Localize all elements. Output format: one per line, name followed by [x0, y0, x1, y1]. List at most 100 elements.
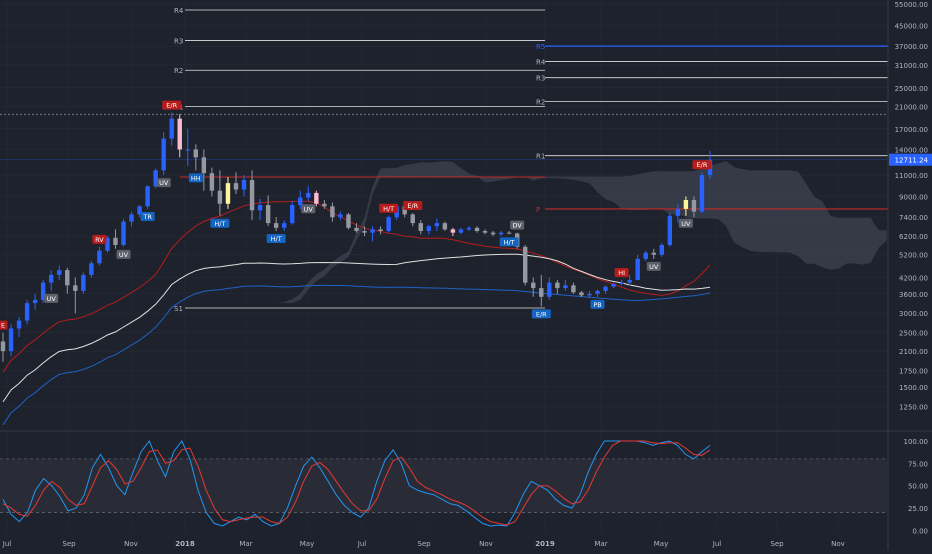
- candle-body[interactable]: [699, 175, 705, 212]
- candle-body[interactable]: [201, 157, 207, 174]
- candle-body[interactable]: [185, 149, 190, 151]
- candle-body[interactable]: [474, 227, 480, 232]
- signal-label-box: [646, 261, 661, 271]
- candle-body[interactable]: [531, 282, 536, 289]
- candle-body[interactable]: [603, 286, 608, 291]
- price-axis[interactable]: 55000.00 45000.00 37000.00 31000.00 25000.00…: [887, 0, 932, 550]
- candle-body[interactable]: [265, 205, 271, 224]
- candle-body[interactable]: [555, 282, 560, 289]
- candle-body[interactable]: [683, 200, 689, 209]
- candle-body[interactable]: [209, 173, 215, 191]
- candle-body[interactable]: [290, 205, 295, 224]
- candle-body[interactable]: [595, 290, 600, 294]
- candle-body[interactable]: [571, 285, 576, 293]
- candle-body[interactable]: [418, 223, 423, 232]
- candle-body[interactable]: [611, 283, 616, 287]
- candle-body[interactable]: [434, 223, 440, 227]
- last-price-tag: [889, 153, 932, 166]
- candle-body[interactable]: [346, 214, 351, 228]
- candle-body[interactable]: [105, 237, 110, 251]
- candle-body[interactable]: [587, 293, 592, 296]
- candle-body[interactable]: [498, 232, 504, 235]
- candle-body[interactable]: [65, 270, 70, 286]
- candle-body[interactable]: [402, 206, 407, 215]
- candle-body[interactable]: [506, 232, 512, 234]
- candle-body[interactable]: [426, 226, 432, 232]
- signal-label-box: [92, 234, 107, 244]
- candle-body[interactable]: [322, 203, 327, 207]
- price-tick-label: 21000.00: [895, 103, 928, 111]
- time-axis[interactable]: Jul Sep Nov 2018 Mar May Jul Sep Nov 2019 Mar May Ju…: [2, 540, 845, 548]
- candle-body[interactable]: [466, 227, 472, 230]
- candle-body[interactable]: [410, 214, 415, 224]
- signal-label-box: [678, 218, 693, 228]
- candle-body[interactable]: [442, 223, 448, 230]
- candle-body[interactable]: [193, 149, 199, 158]
- candle-body[interactable]: [137, 206, 142, 215]
- candle-body[interactable]: [675, 208, 681, 216]
- candle-body[interactable]: [362, 231, 367, 233]
- candle-body[interactable]: [338, 214, 343, 218]
- candle-body[interactable]: [386, 217, 391, 232]
- candle-body[interactable]: [241, 180, 247, 190]
- candle-body[interactable]: [298, 197, 303, 206]
- candle-body[interactable]: [73, 285, 78, 291]
- candle-body[interactable]: [281, 223, 287, 228]
- candle-body[interactable]: [153, 170, 158, 187]
- candle-body[interactable]: [0, 341, 6, 352]
- candle-body[interactable]: [627, 280, 632, 283]
- candle-body[interactable]: [691, 200, 697, 212]
- candle-body[interactable]: [249, 180, 255, 211]
- candle-body[interactable]: [330, 206, 335, 218]
- candle-body[interactable]: [89, 263, 94, 275]
- candle-body[interactable]: [145, 186, 150, 207]
- candle-body[interactable]: [378, 229, 383, 232]
- candle-body[interactable]: [314, 192, 319, 204]
- candle-body[interactable]: [619, 282, 624, 284]
- candle-body[interactable]: [667, 215, 673, 245]
- candle-body[interactable]: [450, 229, 456, 233]
- candle-body[interactable]: [482, 231, 488, 233]
- pivot-label-right: R4: [536, 59, 546, 67]
- candle-body[interactable]: [354, 227, 359, 232]
- candle-body[interactable]: [113, 237, 118, 245]
- stochastic-pane[interactable]: 100.00 75.00 50.00 25.00 0.00: [0, 430, 932, 536]
- candle-body[interactable]: [306, 192, 311, 198]
- candle-body[interactable]: [539, 288, 544, 297]
- candle-body[interactable]: [563, 285, 568, 289]
- candle-body[interactable]: [659, 244, 665, 255]
- candle-body[interactable]: [40, 282, 46, 300]
- candle-body[interactable]: [547, 282, 552, 297]
- candle-body[interactable]: [81, 274, 86, 291]
- candle-body[interactable]: [225, 183, 231, 204]
- candle-body[interactable]: [121, 221, 126, 245]
- candle-body[interactable]: [169, 118, 174, 139]
- candle-body[interactable]: [233, 183, 239, 190]
- candle-body[interactable]: [24, 303, 30, 321]
- candle-body[interactable]: [177, 118, 182, 150]
- candle-body[interactable]: [161, 138, 166, 171]
- candle-body[interactable]: [32, 299, 38, 304]
- signal-label-text: E/R: [407, 202, 418, 210]
- candle-body[interactable]: [8, 328, 14, 352]
- candle-body[interactable]: [579, 292, 584, 296]
- candle-body[interactable]: [57, 270, 62, 275]
- candle-body[interactable]: [129, 214, 134, 222]
- candle-body[interactable]: [273, 223, 279, 228]
- candle-body[interactable]: [217, 190, 223, 204]
- candle-body[interactable]: [651, 252, 656, 255]
- candle-body[interactable]: [643, 252, 648, 259]
- signal-label-box: [210, 218, 230, 228]
- candle-body[interactable]: [523, 246, 528, 283]
- candle-body[interactable]: [257, 205, 263, 211]
- candle-body[interactable]: [97, 250, 102, 264]
- candle-body[interactable]: [16, 320, 22, 329]
- candle-body[interactable]: [490, 232, 496, 235]
- candle-body[interactable]: [48, 274, 54, 283]
- stoch-tick-label: 50.00: [908, 483, 928, 491]
- candle-body[interactable]: [370, 229, 375, 233]
- candle-body[interactable]: [635, 258, 640, 281]
- candle-body[interactable]: [458, 229, 464, 233]
